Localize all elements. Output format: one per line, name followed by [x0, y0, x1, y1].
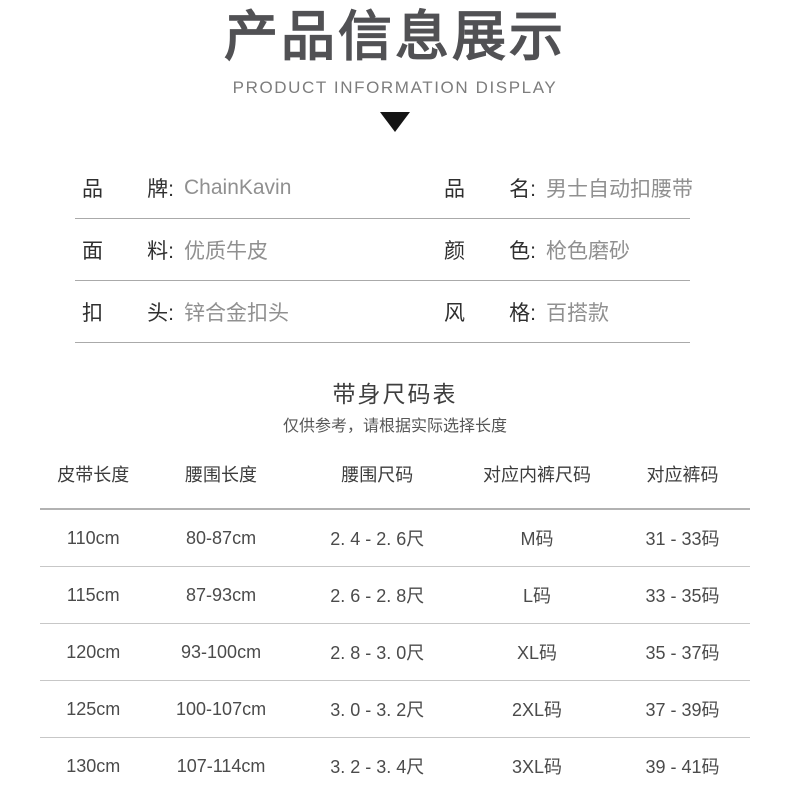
- label-char: 料:: [147, 239, 174, 263]
- table-cell: 2. 8 - 3. 0尺: [330, 643, 425, 663]
- table-cell: 110cm: [66, 527, 120, 548]
- size-chart-note: 仅供参考，请根据实际选择长度: [282, 418, 507, 435]
- column-header-underwear-size: 对应内裤尺码: [482, 465, 591, 485]
- table-cell: 3XL码: [511, 757, 562, 777]
- attribute-value: 优质牛皮: [184, 239, 268, 263]
- size-chart-section: 带身尺码表 仅供参考，请根据实际选择长度 皮带长度 腰围长度 腰围尺码 对应内裤…: [0, 381, 790, 790]
- attribute-label: 颜 色:: [444, 235, 536, 265]
- label-char: 品: [82, 177, 103, 201]
- attribute-label: 品 牌:: [82, 173, 174, 203]
- label-char: 名:: [509, 177, 536, 201]
- attribute-value: 枪色磨砂: [546, 239, 630, 263]
- attribute-product-name: 品 名: 男士自动扣腰带: [444, 173, 693, 203]
- attribute-row-buckle-style: 扣 头: 锌合金扣头 风 格: 百搭款: [75, 281, 690, 343]
- label-char: 格:: [509, 301, 536, 325]
- size-table-row: 115cm 87-93cm 2. 6 - 2. 8尺 L码 33 - 35码: [40, 567, 750, 624]
- attribute-brand: 品 牌: ChainKavin: [75, 173, 444, 203]
- size-table: 皮带长度 腰围长度 腰围尺码 对应内裤尺码 对应裤码 110cm 80-87cm…: [40, 440, 750, 790]
- label-char: 面: [82, 239, 103, 263]
- size-chart-title: 带身尺码表: [332, 381, 458, 407]
- attribute-label: 风 格:: [444, 297, 536, 327]
- size-table-row: 125cm 100-107cm 3. 0 - 3. 2尺 2XL码 37 - 3…: [40, 681, 750, 738]
- column-header-waist-length: 腰围长度: [185, 465, 258, 485]
- table-cell: 35 - 37码: [645, 643, 720, 663]
- table-cell: 33 - 35码: [645, 586, 720, 606]
- table-cell: L码: [522, 586, 551, 606]
- size-table-row: 120cm 93-100cm 2. 8 - 3. 0尺 XL码 35 - 37码: [40, 624, 750, 681]
- table-cell: 3. 2 - 3. 4尺: [330, 757, 425, 777]
- attribute-material: 面 料: 优质牛皮: [75, 235, 444, 265]
- table-cell: 2XL码: [511, 700, 562, 720]
- attribute-color: 颜 色: 枪色磨砂: [444, 235, 690, 265]
- down-triangle-icon: [380, 112, 410, 132]
- column-header-belt-length: 皮带长度: [57, 465, 130, 485]
- table-cell: 80-87cm: [186, 527, 257, 548]
- attribute-row-material-color: 面 料: 优质牛皮 颜 色: 枪色磨砂: [75, 219, 690, 281]
- label-char: 风: [444, 301, 465, 325]
- table-cell: 120cm: [66, 641, 121, 662]
- attribute-label: 品 名:: [444, 173, 536, 203]
- attribute-buckle: 扣 头: 锌合金扣头: [75, 297, 444, 327]
- table-cell: 87-93cm: [186, 584, 257, 605]
- attribute-label: 面 料:: [82, 235, 174, 265]
- attribute-value: 百搭款: [546, 301, 609, 325]
- table-cell: 130cm: [66, 755, 121, 776]
- attribute-value: 男士自动扣腰带: [546, 177, 693, 201]
- column-header-pants-size: 对应裤码: [646, 465, 719, 485]
- attribute-value: ChainKavin: [184, 175, 292, 199]
- table-cell: M码: [520, 529, 554, 549]
- table-cell: 31 - 33码: [645, 529, 720, 549]
- product-attributes: 品 牌: ChainKavin 品 名: 男士自动扣腰带 面 料: 优质牛皮 颜 色: …: [75, 157, 693, 343]
- table-cell: 100-107cm: [176, 698, 267, 719]
- label-char: 品: [444, 177, 465, 201]
- size-table-header-row: 皮带长度 腰围长度 腰围尺码 对应内裤尺码 对应裤码: [40, 440, 750, 510]
- table-cell: 107-114cm: [176, 755, 266, 776]
- table-cell: 39 - 41码: [645, 757, 720, 777]
- size-table-row: 130cm 107-114cm 3. 2 - 3. 4尺 3XL码 39 - 4…: [40, 738, 750, 790]
- label-char: 扣: [82, 301, 103, 325]
- table-cell: 3. 0 - 3. 2尺: [330, 700, 425, 720]
- attribute-style: 风 格: 百搭款: [444, 297, 690, 327]
- table-cell: 115cm: [66, 584, 120, 605]
- table-cell: 2. 4 - 2. 6尺: [330, 529, 425, 549]
- size-table-row: 110cm 80-87cm 2. 4 - 2. 6尺 M码 31 - 33码: [40, 510, 750, 567]
- label-char: 色:: [509, 239, 536, 263]
- attribute-value: 锌合金扣头: [184, 301, 289, 325]
- table-cell: 37 - 39码: [645, 700, 720, 720]
- table-cell: 2. 6 - 2. 8尺: [330, 586, 425, 606]
- table-cell: 93-100cm: [181, 641, 262, 662]
- column-header-waist-size: 腰围尺码: [341, 465, 414, 485]
- label-char: 牌:: [147, 177, 174, 201]
- label-char: 颜: [444, 239, 465, 263]
- attribute-label: 扣 头:: [82, 297, 174, 327]
- table-cell: 125cm: [66, 698, 121, 719]
- label-char: 头:: [147, 301, 174, 325]
- page-subtitle: PRODUCT INFORMATION DISPLAY: [232, 78, 558, 97]
- attribute-row-brand-name: 品 牌: ChainKavin 品 名: 男士自动扣腰带: [75, 157, 693, 219]
- page-header: 产品信息展示 PRODUCT INFORMATION DISPLAY: [0, 0, 790, 132]
- table-cell: XL码: [516, 643, 557, 663]
- page-title: 产品信息展示: [224, 7, 566, 67]
